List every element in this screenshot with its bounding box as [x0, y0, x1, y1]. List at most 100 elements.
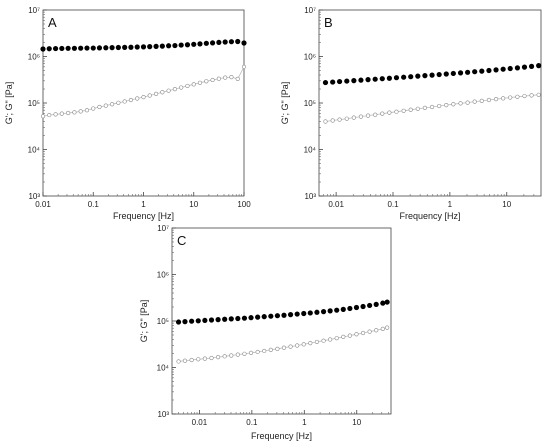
panel-a-ytick-label: 10⁵: [28, 99, 40, 108]
panel-b-series-1-point: [465, 69, 471, 75]
panel-a-series-2-point: [216, 76, 221, 81]
panel-a-series-1-point: [90, 45, 96, 51]
panel-b-series-2-point: [458, 101, 463, 106]
panel-b-series-1-point: [322, 79, 329, 86]
panel-b-series-1-point: [472, 69, 478, 75]
panel-b-series-1-point: [514, 65, 521, 71]
panel-b-xtick-label: 0.01: [328, 200, 344, 209]
panel-a-series-2-point: [191, 82, 196, 87]
panel-a-series-1-point: [122, 44, 128, 50]
panel-b-series-1-point: [521, 64, 528, 70]
panel-c-series-2-point: [242, 351, 247, 356]
panel-a-xtick-label: 0.01: [35, 200, 51, 209]
panel-c-series-2-point: [255, 349, 260, 355]
panel-b-series-2-point: [529, 93, 534, 98]
panel-a-series-2-point: [179, 85, 184, 90]
panel-b-series-2-point: [380, 111, 385, 116]
panel-b-series-2-point: [501, 96, 506, 101]
panel-c-series-1-point: [281, 312, 287, 318]
panel-c-series-1-point: [241, 315, 248, 321]
panel-b-series-1-point: [365, 77, 371, 83]
panel-b-series-2-point: [401, 108, 406, 113]
panel-a-xtick-label: 10: [189, 200, 198, 209]
panel-c-series-2-point: [275, 346, 280, 351]
panel-b-ytick-label: 10⁶: [304, 53, 316, 62]
panel-c-ytick-label: 10⁵: [157, 317, 169, 326]
panel-a-series-2-point: [59, 111, 64, 116]
panel-b-ytick-label: 10⁴: [304, 146, 317, 155]
panel-c-series-2-point: [328, 337, 333, 342]
panel-c-series-1-point: [301, 310, 307, 317]
panel-b-series-2-point: [365, 113, 371, 118]
panel-c-series-2-point: [341, 334, 346, 340]
panel-b-series-1-point: [536, 63, 542, 69]
panel-a-xtick-label: 100: [237, 200, 251, 209]
panel-c-series-2-point: [281, 345, 287, 350]
panel-c-series-2-point: [176, 359, 181, 364]
panel-a-series-1-point: [109, 45, 115, 51]
panel-c-series-1-point: [261, 314, 267, 320]
panel-c-series-1-point: [367, 302, 373, 309]
panel-a-series-2-point: [235, 76, 240, 81]
panel-a-series-1-point: [178, 42, 184, 48]
panel-c-series-2-point: [209, 355, 214, 361]
panel-c-series-2-point: [222, 354, 227, 359]
panel-c-series-1-point: [327, 308, 333, 314]
panel-b-series-1-point: [422, 73, 428, 79]
panel-c-series-2-point: [202, 356, 207, 361]
panel-a-xtick-label: 0.1: [88, 200, 100, 209]
panel-c-series-1-point: [228, 316, 234, 322]
panel-c-series-2-point: [354, 332, 359, 337]
panel-c-series-2-point: [314, 339, 320, 345]
panel-c-series-1-point: [380, 300, 386, 306]
panel-c-ytick-label: 10³: [157, 410, 169, 419]
panel-a-series-1-point: [203, 40, 209, 46]
panel-a-series-2-point: [185, 83, 190, 89]
panel-c-series-1-point: [287, 312, 294, 318]
panel-a-series-1-point: [40, 46, 46, 52]
panel-c-series-2-point: [229, 353, 234, 358]
panel-a-series-1-point: [153, 43, 159, 49]
panel-b-series-2-point: [515, 94, 520, 99]
panel-c-xtick-label: 0.01: [192, 418, 208, 427]
panel-b-series-2-point: [472, 99, 477, 104]
panel-a-series-2-point: [53, 112, 58, 117]
panel-b-ytick-label: 10³: [304, 192, 316, 201]
panel-a-series-2-point: [40, 114, 46, 119]
panel-b-series-2-point: [536, 92, 541, 97]
panel-b-series-1-point: [493, 67, 499, 73]
panel-a-series-1-point: [172, 42, 178, 49]
panel-b-series-1-point: [358, 77, 364, 83]
panel-c-series-2-point: [288, 344, 293, 349]
panel-c-xlabel: Frequency [Hz]: [251, 431, 312, 441]
panel-c-series-2-point: [308, 341, 313, 346]
panel-c-ytick-label: 10⁶: [157, 271, 169, 280]
panel-c-series-1-point: [314, 309, 320, 315]
panel-a-series-2-line: [42, 66, 245, 117]
panel-b-xtick-label: 1: [448, 200, 453, 209]
panel-b-series-2-point: [422, 105, 428, 110]
panel-b-series-2-point: [323, 119, 328, 124]
panel-c-series: [175, 299, 390, 364]
panel-b-series-2-point: [415, 106, 420, 111]
panel-a-series-2-point: [78, 109, 83, 114]
panel-a-series-2-point: [141, 94, 146, 100]
panel-b-series-1-point: [351, 78, 357, 84]
panel-b-series-2-point: [394, 109, 399, 114]
panel-b-series-1-point: [450, 70, 456, 77]
panel-c-series-1-point: [202, 317, 208, 324]
panel-a-series-2-point: [223, 75, 228, 80]
panel-a-series-2-point: [122, 99, 127, 104]
panel-b-series-1-point: [336, 78, 343, 85]
panel-a-series-1-point: [65, 45, 71, 51]
panel-c-series-2-point: [301, 342, 306, 347]
panel-c-series-2-point: [380, 326, 385, 332]
panel-b-series-1-point: [457, 70, 464, 76]
panel-a-ytick-label: 10³: [28, 192, 40, 201]
panel-a-frame: [42, 9, 245, 197]
panel-a-series-2-point: [97, 104, 102, 110]
panel-b-series-1-point: [486, 67, 492, 74]
panel-b-series-1-point: [528, 63, 535, 69]
panel-b-series-2-point: [508, 95, 513, 100]
